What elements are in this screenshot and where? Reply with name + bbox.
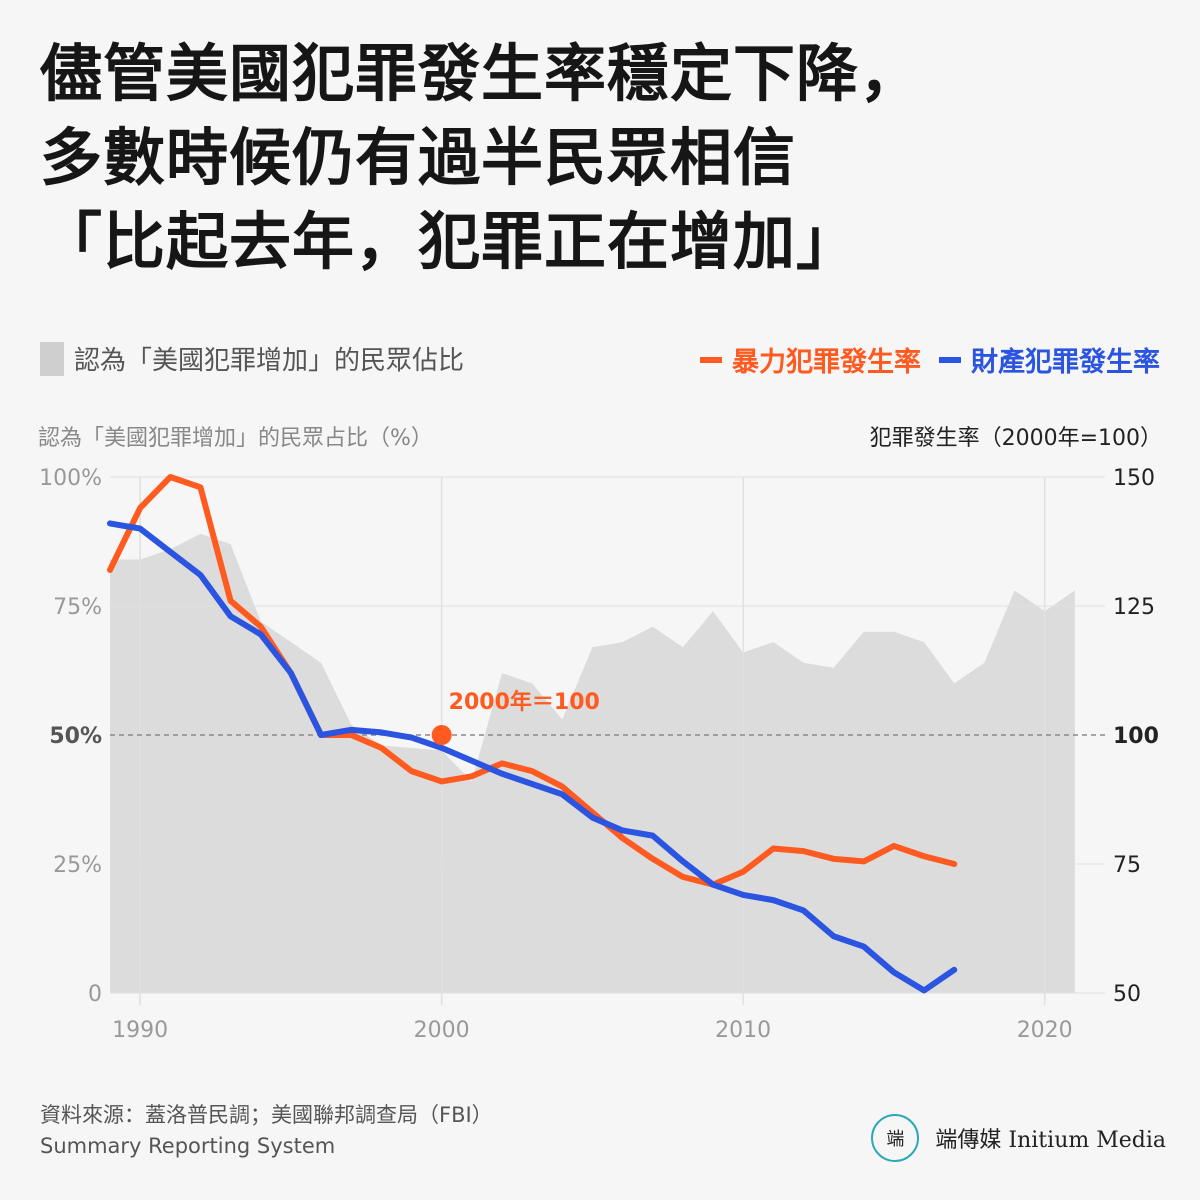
right-tick-label: 50 bbox=[1113, 982, 1141, 1007]
legend-item-area: 認為「美國犯罪增加」的民眾佔比 bbox=[40, 340, 464, 377]
legend: 認為「美國犯罪增加」的民眾佔比 暴力犯罪發生率 財產犯罪發生率 bbox=[40, 336, 1160, 382]
brand-name: 端傳媒 Initium Media bbox=[935, 1128, 1166, 1153]
left-tick-label: 100% bbox=[39, 466, 102, 491]
source-note: 資料來源：蓋洛普民調；美國聯邦調查局（FBI） Summary Reportin… bbox=[40, 1100, 493, 1162]
x-tick-label: 2020 bbox=[1017, 1018, 1073, 1043]
brand: 端 端傳媒 Initium Media bbox=[871, 1114, 1166, 1162]
property-crime-line bbox=[107, 520, 958, 994]
legend-violent-label: 暴力犯罪發生率 bbox=[732, 347, 921, 378]
source-line-1: 資料來源：蓋洛普民調；美國聯邦調查局（FBI） bbox=[40, 1103, 493, 1127]
right-tick-label: 150 bbox=[1113, 466, 1155, 491]
legend-item-violent: 暴力犯罪發生率 bbox=[700, 340, 921, 379]
left-axis-title: 認為「美國犯罪增加」的民眾占比（%） bbox=[38, 426, 433, 451]
brand-logo-icon: 端 bbox=[871, 1114, 920, 1162]
title-line-1: 儘管美國犯罪發生率穩定下降， bbox=[40, 37, 923, 110]
x-tick-label: 2000 bbox=[414, 1018, 470, 1043]
area-series-crime-increase bbox=[110, 533, 1075, 993]
right-tick-label: 125 bbox=[1113, 595, 1155, 620]
x-tick-label: 1990 bbox=[112, 1018, 168, 1043]
left-tick-label: 50% bbox=[49, 724, 102, 749]
legend-area-label: 認為「美國犯罪增加」的民眾佔比 bbox=[74, 346, 465, 376]
right-axis-title: 犯罪發生率（2000年=100） bbox=[869, 426, 1162, 451]
legend-lines: 暴力犯罪發生率 財產犯罪發生率 bbox=[682, 340, 1160, 379]
title-line-3: 「比起去年，犯罪正在增加」 bbox=[40, 205, 860, 278]
annotation-label: 2000年＝100 bbox=[449, 689, 600, 715]
legend-property-swatch bbox=[939, 356, 961, 363]
left-tick-label: 0 bbox=[88, 982, 102, 1007]
left-tick-label: 25% bbox=[53, 853, 102, 878]
violent-crime-line bbox=[107, 474, 958, 888]
right-tick-label: 100 bbox=[1113, 724, 1159, 749]
title-line-2: 多數時候仍有過半民眾相信 bbox=[40, 121, 797, 194]
legend-violent-swatch bbox=[700, 356, 722, 363]
chart: 0 25% 50% 75% 100% 50 75 100 125 150 1990 2000 2010 2… bbox=[39, 466, 1159, 1043]
source-line-2: Summary Reporting System bbox=[40, 1134, 336, 1158]
legend-area-swatch bbox=[40, 341, 64, 376]
left-tick-label: 75% bbox=[53, 595, 102, 620]
annotation-marker bbox=[431, 725, 452, 745]
title-block: 儘管美國犯罪發生率穩定下降， 多數時候仍有過半民眾相信 「比起去年，犯罪正在增加… bbox=[40, 32, 1160, 284]
x-tick-label: 2010 bbox=[715, 1018, 771, 1043]
right-tick-label: 75 bbox=[1113, 853, 1141, 878]
legend-item-property: 財產犯罪發生率 bbox=[939, 340, 1160, 379]
legend-property-label: 財產犯罪發生率 bbox=[971, 347, 1160, 378]
